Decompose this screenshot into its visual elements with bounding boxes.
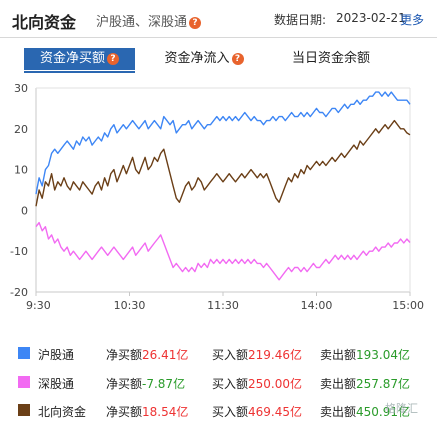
legend-row-northbound: 北向资金 净买额18.54亿 买入额469.45亿 卖出额450.91亿 (0, 401, 437, 421)
date-value: 2023-02-21 (336, 11, 406, 25)
buy-label: 买入额 (212, 405, 249, 419)
y-tick-label: -20 (10, 286, 28, 299)
tab-daily-balance[interactable]: 当日资金余额 (276, 48, 386, 70)
buy-value: 250.00亿 (248, 377, 303, 391)
tab-label: 资金净流入 (164, 51, 230, 66)
buy-value: 469.45亿 (248, 405, 303, 419)
legend-name: 沪股通 (38, 348, 75, 362)
sell-label: 卖出额 (320, 377, 357, 391)
chart-ticks: 30 20 10 0 -10 -209:30 10:30 11:30 14:00 15:00 (10, 82, 424, 312)
series-line-0 (35, 91, 411, 195)
sell-value: 450.91亿 (356, 405, 411, 419)
legend-buy: 买入额219.46亿 (212, 346, 302, 363)
sell-label: 卖出额 (320, 348, 357, 362)
legend-swatch (18, 376, 30, 388)
legend-sell: 卖出额450.91亿 (320, 403, 410, 420)
legend-swatch (18, 404, 30, 416)
legend-buy: 买入额250.00亿 (212, 375, 302, 392)
legend-net: 净买额18.54亿 (106, 403, 188, 420)
legend-buy: 买入额469.45亿 (212, 403, 302, 420)
x-tick-label: 14:00 (301, 299, 333, 312)
watermark-logo: 格隆汇 (385, 402, 418, 415)
legend-swatch (18, 347, 30, 359)
subtitle-text: 沪股通、深股通 (96, 15, 188, 30)
legend-sell: 卖出额193.04亿 (320, 346, 410, 363)
net-label: 净买额 (106, 405, 143, 419)
legend-net: 净买额26.41亿 (106, 346, 188, 363)
question-icon[interactable]: ? (189, 16, 202, 29)
tab-label: 当日资金余额 (291, 51, 370, 66)
net-value: 18.54亿 (142, 405, 189, 419)
net-label: 净买额 (106, 348, 143, 362)
y-tick-label: 0 (21, 204, 28, 217)
legend-row-shanghai: 沪股通 净买额26.41亿 买入额219.46亿 卖出额193.04亿 (0, 344, 437, 364)
header: 北向资金 沪股通、深股通? 数据日期: 2023-02-21 更多 (0, 0, 437, 36)
question-icon[interactable]: ? (231, 52, 244, 65)
question-icon[interactable]: ? (107, 52, 119, 65)
y-tick-label: 30 (14, 82, 28, 95)
tab-bar: 资金净买额? 资金净流入? 当日资金余额 (24, 48, 424, 70)
legend-name: 深股通 (38, 377, 75, 391)
tab-net-buy[interactable]: 资金净买额? (24, 48, 135, 70)
x-tick-label: 10:30 (114, 299, 146, 312)
northbound-flow-chart[interactable]: 30 20 10 0 -10 -209:30 10:30 11:30 14:00 15:00 (0, 78, 437, 318)
buy-value: 219.46亿 (248, 348, 303, 362)
x-tick-label: 9:30 (26, 299, 51, 312)
tab-label: 资金净买额 (39, 51, 105, 66)
legend-row-shenzhen: 深股通 净买额-7.87亿 买入额250.00亿 卖出额257.87亿 (0, 373, 437, 393)
series-line-1 (35, 221, 411, 281)
chart-lines (35, 91, 411, 281)
sell-value: 257.87亿 (356, 377, 411, 391)
page-subtitle: 沪股通、深股通? (96, 11, 202, 30)
legend-net: 净买额-7.87亿 (106, 375, 185, 392)
series-line-2 (35, 119, 411, 207)
tab-active-underline (24, 71, 135, 73)
y-tick-label: 10 (14, 164, 28, 177)
net-value: 26.41亿 (142, 348, 189, 362)
y-tick-label: 20 (14, 123, 28, 136)
buy-label: 买入额 (212, 348, 249, 362)
sell-label: 卖出额 (320, 405, 357, 419)
date-label: 数据日期: (274, 13, 327, 27)
chart-axes (35, 87, 411, 293)
net-value: -7.87亿 (142, 377, 186, 391)
x-tick-label: 11:30 (207, 299, 239, 312)
buy-label: 买入额 (212, 377, 249, 391)
legend-name: 北向资金 (38, 405, 87, 419)
more-link[interactable]: 更多 (400, 13, 425, 27)
x-tick-label: 15:00 (392, 299, 424, 312)
header-divider (0, 37, 437, 38)
y-tick-label: -10 (10, 245, 28, 258)
tab-net-inflow[interactable]: 资金净流入? (149, 48, 259, 70)
page-title: 北向资金 (12, 13, 77, 32)
net-label: 净买额 (106, 377, 143, 391)
sell-value: 193.04亿 (356, 348, 411, 362)
legend-sell: 卖出额257.87亿 (320, 375, 410, 392)
